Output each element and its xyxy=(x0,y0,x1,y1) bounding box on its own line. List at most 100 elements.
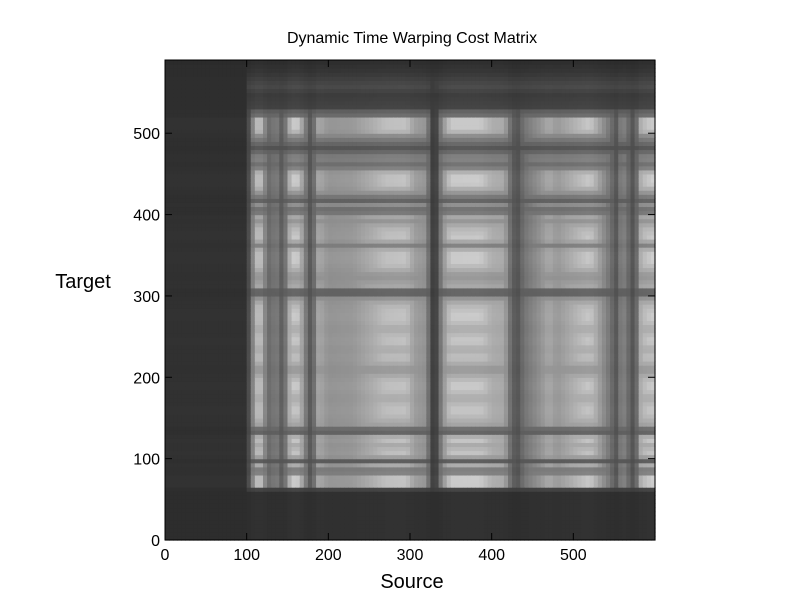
heatmap-cell xyxy=(271,72,276,77)
heatmap-cell xyxy=(295,308,301,313)
heatmap-cell xyxy=(279,405,285,411)
heatmap-cell xyxy=(201,279,207,285)
heatmap-cell xyxy=(209,108,215,114)
heatmap-cell xyxy=(332,169,338,175)
heatmap-cell xyxy=(250,121,256,126)
heatmap-cell xyxy=(283,348,289,354)
heatmap-cell xyxy=(209,515,215,521)
heatmap-cell xyxy=(189,222,195,228)
heatmap-cell xyxy=(312,434,317,439)
heatmap-cell xyxy=(177,153,182,159)
heatmap-cell xyxy=(254,369,260,374)
heatmap-cell xyxy=(287,198,293,203)
heatmap-cell xyxy=(271,88,276,94)
heatmap-cell xyxy=(254,446,260,452)
heatmap-cell xyxy=(205,438,211,443)
heatmap-cell xyxy=(201,462,207,468)
heatmap-cell xyxy=(250,68,256,73)
heatmap-cell xyxy=(246,515,252,521)
heatmap-cell xyxy=(193,381,199,387)
heatmap-cell xyxy=(218,381,223,387)
heatmap-cell xyxy=(165,511,170,517)
heatmap-cell xyxy=(238,96,244,102)
heatmap-cell xyxy=(267,234,272,240)
heatmap-cell xyxy=(328,173,334,179)
heatmap-cell xyxy=(209,141,215,147)
heatmap-cell xyxy=(254,238,260,244)
heatmap-cell xyxy=(295,332,301,338)
heatmap-cell xyxy=(271,466,276,472)
heatmap-cell xyxy=(246,478,252,484)
heatmap-cell xyxy=(320,527,325,533)
heatmap-cell xyxy=(169,352,174,358)
heatmap-cell xyxy=(303,458,309,464)
heatmap-cell xyxy=(254,173,260,179)
heatmap-cell xyxy=(291,259,297,264)
heatmap-cell xyxy=(267,100,272,106)
heatmap-cell xyxy=(312,515,317,521)
heatmap-cell xyxy=(279,344,285,350)
heatmap-cell xyxy=(307,129,313,134)
heatmap-cell xyxy=(189,267,195,273)
heatmap-cell xyxy=(275,450,280,456)
heatmap-cell xyxy=(287,417,293,423)
heatmap-cell xyxy=(287,145,293,151)
heatmap-cell xyxy=(312,112,317,118)
heatmap-cell xyxy=(189,495,195,500)
heatmap-cell xyxy=(275,393,280,399)
heatmap-cell xyxy=(299,76,305,81)
heatmap-cell xyxy=(197,373,203,378)
heatmap-cell xyxy=(238,194,244,199)
heatmap-cell xyxy=(185,161,191,167)
heatmap-cell xyxy=(234,328,240,334)
heatmap-cell xyxy=(185,499,191,504)
heatmap-cell xyxy=(197,483,203,488)
heatmap-cell xyxy=(234,169,240,175)
heatmap-cell xyxy=(230,413,236,419)
heatmap-cell xyxy=(267,169,272,175)
heatmap-cell xyxy=(312,161,317,167)
heatmap-cell xyxy=(328,283,334,289)
heatmap-cell xyxy=(242,92,248,98)
heatmap-cell xyxy=(169,137,174,142)
heatmap-cell xyxy=(246,470,252,476)
heatmap-cell xyxy=(173,165,178,171)
heatmap-cell xyxy=(267,104,272,110)
heatmap-cell xyxy=(332,222,338,228)
heatmap-cell xyxy=(177,491,182,496)
heatmap-cell xyxy=(181,385,187,391)
heatmap-cell xyxy=(193,234,199,240)
heatmap-cell xyxy=(165,308,170,313)
heatmap-cell xyxy=(267,283,272,289)
heatmap-cell xyxy=(173,426,178,431)
heatmap-cell xyxy=(226,267,231,273)
heatmap-cell xyxy=(287,503,293,509)
heatmap-cell xyxy=(242,304,248,309)
heatmap-cell xyxy=(279,243,285,248)
heatmap-cell xyxy=(328,442,334,448)
heatmap-cell xyxy=(238,165,244,171)
heatmap-cell xyxy=(197,381,203,387)
heatmap-cell xyxy=(328,527,334,533)
heatmap-cell xyxy=(197,157,203,163)
heatmap-cell xyxy=(303,137,309,142)
heatmap-cell xyxy=(177,251,182,256)
heatmap-cell xyxy=(193,194,199,199)
heatmap-cell xyxy=(316,340,321,346)
heatmap-cell xyxy=(177,80,182,86)
heatmap-cell xyxy=(205,80,211,86)
heatmap-cell xyxy=(283,88,289,94)
heatmap-cell xyxy=(193,352,199,358)
heatmap-cell xyxy=(214,100,219,106)
heatmap-cell xyxy=(324,182,329,187)
heatmap-cell xyxy=(165,137,170,142)
heatmap-cell xyxy=(177,206,182,212)
heatmap-cell xyxy=(328,324,334,330)
heatmap-cell xyxy=(254,332,260,338)
heatmap-cell xyxy=(271,153,276,159)
heatmap-cell xyxy=(263,283,268,289)
heatmap-cell xyxy=(173,397,178,403)
heatmap-cell xyxy=(258,104,264,110)
heatmap-cell xyxy=(287,495,293,500)
heatmap-cell xyxy=(275,515,280,521)
